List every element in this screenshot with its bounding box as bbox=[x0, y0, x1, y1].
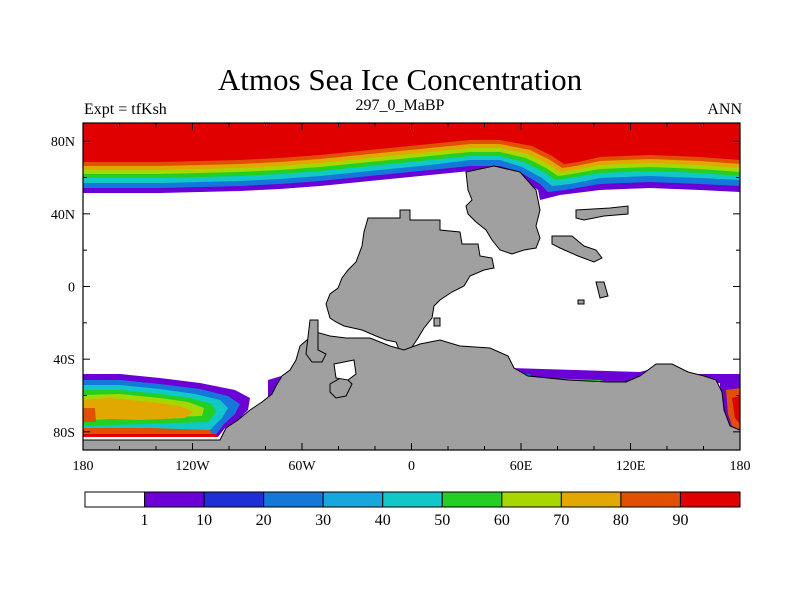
colorbar-swatch bbox=[263, 491, 324, 508]
colorbar-swatch bbox=[382, 491, 443, 508]
season-label: ANN bbox=[707, 101, 742, 118]
x-tick-label: 60E bbox=[510, 459, 533, 474]
colorbar: 1 10 20 30 40 50 60 70 80 90 bbox=[84, 491, 741, 529]
colorbar-swatch bbox=[441, 491, 503, 508]
period-label: 297_0_MaBP bbox=[355, 97, 445, 114]
x-tick-label: 120E bbox=[616, 459, 646, 474]
colorbar-swatch bbox=[560, 491, 622, 508]
y-axis: 80N 40N 0 40S 80S bbox=[51, 135, 740, 441]
inland-open-water bbox=[333, 359, 357, 381]
colorbar-label: 50 bbox=[434, 512, 450, 529]
pangaea-supercontinent bbox=[325, 209, 495, 353]
x-tick-label: 180 bbox=[730, 459, 751, 474]
colorbar-label: 1 bbox=[141, 512, 149, 529]
northern-landmass bbox=[465, 165, 541, 255]
eastern-island-1 bbox=[575, 205, 629, 221]
colorbar-label: 20 bbox=[256, 512, 272, 529]
colorbar-swatch bbox=[322, 491, 384, 508]
colorbar-label: 10 bbox=[196, 512, 212, 529]
colorbar-swatch bbox=[620, 491, 681, 508]
northern-sea-ice bbox=[83, 123, 740, 200]
colorbar-label: 30 bbox=[315, 512, 331, 529]
x-tick-label: 0 bbox=[408, 459, 415, 474]
colorbar-label: 90 bbox=[672, 512, 688, 529]
eastern-island-4 bbox=[577, 299, 585, 305]
x-axis: 180 120W 60W 0 60E 120E 180 bbox=[73, 123, 751, 474]
y-tick-label: 40S bbox=[53, 353, 75, 368]
y-tick-label: 40N bbox=[51, 208, 75, 223]
colorbar-swatch bbox=[84, 491, 146, 508]
land-mass bbox=[83, 165, 740, 450]
colorbar-swatch bbox=[679, 491, 741, 508]
western-peninsula bbox=[305, 319, 327, 363]
map-plot-area bbox=[83, 123, 740, 450]
x-tick-label: 120W bbox=[175, 459, 210, 474]
y-tick-label: 80N bbox=[51, 135, 75, 150]
map-title: Atmos Sea Ice Concentration bbox=[217, 62, 583, 97]
colorbar-swatch bbox=[203, 491, 265, 508]
colorbar-label: 80 bbox=[613, 512, 629, 529]
western-small-island bbox=[433, 317, 441, 327]
eastern-island-3 bbox=[595, 281, 609, 299]
y-tick-label: 80S bbox=[53, 426, 75, 441]
colorbar-label: 70 bbox=[553, 512, 569, 529]
southern-sea-ice-west bbox=[83, 374, 250, 437]
experiment-label: Expt = tfKsh bbox=[84, 101, 167, 118]
colorbar-swatch bbox=[144, 491, 205, 508]
colorbar-swatch bbox=[501, 491, 562, 508]
colorbar-label: 40 bbox=[375, 512, 391, 529]
eastern-island-2 bbox=[551, 235, 603, 263]
y-tick-label: 0 bbox=[68, 281, 75, 296]
x-tick-label: 180 bbox=[73, 459, 94, 474]
x-tick-label: 60W bbox=[288, 459, 316, 474]
colorbar-label: 60 bbox=[494, 512, 510, 529]
